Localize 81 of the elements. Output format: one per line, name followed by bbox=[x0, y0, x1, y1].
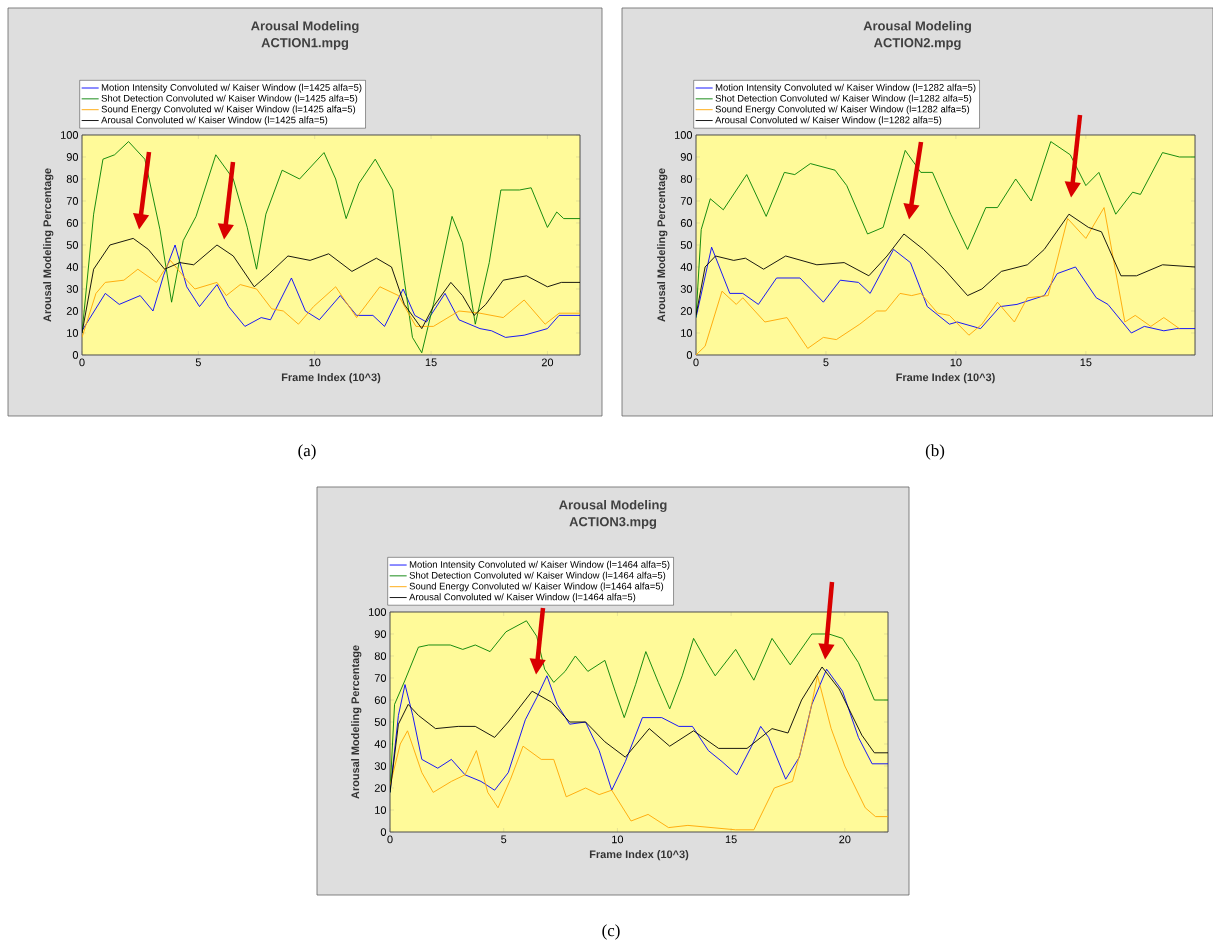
text: (c) bbox=[602, 924, 620, 940]
line-series bbox=[696, 213, 1196, 316]
y-tick-label: 50 bbox=[680, 241, 693, 249]
y-tick-label: 40 bbox=[680, 263, 693, 271]
y-tick-label: 0 bbox=[72, 351, 79, 359]
y-tick-label: 0 bbox=[686, 351, 693, 359]
x-tick-label: 0 bbox=[693, 358, 699, 367]
y-axis-title: Arousal Modeling Percentage bbox=[657, 168, 668, 322]
y-tick-label: 90 bbox=[66, 153, 79, 161]
line-series bbox=[696, 246, 1196, 334]
x-tick-label: 5 bbox=[501, 835, 507, 844]
y-tick-label: 100 bbox=[369, 608, 387, 616]
y-tick-label: 30 bbox=[680, 285, 693, 293]
legend-label: Motion Intensity Convoluted w/ Kaiser Window (l=1282 alfa=5) bbox=[715, 83, 976, 93]
legend-label: Arousal Convoluted w/ Kaiser Window (l=1282 alfa=5) bbox=[715, 116, 942, 126]
y-axis-title: Arousal Modeling Percentage bbox=[351, 645, 362, 799]
y-tick-label: 40 bbox=[374, 740, 387, 748]
y-tick-label: 10 bbox=[67, 329, 79, 337]
x-tick-label: 0 bbox=[79, 358, 85, 367]
y-tick-label: 70 bbox=[374, 674, 387, 682]
x-tick-label: 10 bbox=[950, 358, 962, 367]
x-tick-label: 5 bbox=[195, 358, 201, 367]
y-axis-title: Arousal Modeling Percentage bbox=[43, 168, 54, 322]
y-tick-label: 30 bbox=[66, 285, 79, 293]
text: (a) bbox=[298, 444, 316, 460]
x-axis-title: Frame Index (10^3) bbox=[896, 373, 995, 384]
chart-subtitle: ACTION2.mpg bbox=[873, 38, 961, 50]
y-tick-label: 80 bbox=[66, 175, 79, 183]
y-tick-label: 30 bbox=[374, 762, 387, 770]
y-tick-label: 70 bbox=[680, 197, 693, 205]
chart-subtitle: ACTION1.mpg bbox=[261, 38, 349, 50]
y-tick-label: 90 bbox=[374, 630, 387, 638]
legend-label: Motion Intensity Convoluted w/ Kaiser Window (l=1464 alfa=5) bbox=[409, 560, 670, 570]
x-tick-label: 15 bbox=[425, 358, 437, 367]
x-tick-label: 10 bbox=[309, 358, 321, 367]
y-tick-label: 40 bbox=[66, 263, 79, 271]
x-axis-title: Frame Index (10^3) bbox=[589, 850, 689, 861]
y-tick-label: 100 bbox=[675, 131, 693, 139]
legend-label: Arousal Convoluted w/ Kaiser Window (l=1464 alfa=5) bbox=[409, 593, 636, 603]
y-tick-label: 50 bbox=[374, 718, 387, 726]
legend-label: Motion Intensity Convoluted w/ Kaiser Window (l=1425 alfa=5) bbox=[101, 83, 362, 93]
y-tick-label: 10 bbox=[681, 329, 693, 337]
y-tick-label: 20 bbox=[680, 307, 693, 315]
x-tick-label: 5 bbox=[823, 358, 829, 367]
x-axis-title: Frame Index (10^3) bbox=[281, 373, 381, 384]
y-tick-label: 0 bbox=[380, 828, 387, 836]
chart-subtitle: ACTION3.mpg bbox=[569, 517, 657, 529]
x-tick-label: 15 bbox=[725, 835, 737, 844]
line-series bbox=[82, 259, 581, 338]
chart-title: Arousal Modeling bbox=[863, 20, 971, 34]
text: (b) bbox=[925, 444, 945, 460]
y-tick-label: 60 bbox=[680, 219, 693, 227]
line-series bbox=[390, 675, 889, 831]
y-tick-label: 100 bbox=[61, 131, 79, 139]
legend-label: Arousal Convoluted w/ Kaiser Window (l=1425 alfa=5) bbox=[101, 116, 328, 126]
legend-label: Shot Detection Convoluted w/ Kaiser Window (l=1282 alfa=5) bbox=[715, 94, 972, 104]
x-tick-label: 15 bbox=[1080, 358, 1092, 367]
legend-label: Sound Energy Convoluted w/ Kaiser Window (l=1464 alfa=5) bbox=[409, 582, 664, 592]
line-series bbox=[82, 141, 581, 354]
y-tick-label: 60 bbox=[374, 696, 387, 704]
y-tick-label: 50 bbox=[66, 241, 79, 249]
y-tick-label: 20 bbox=[66, 307, 79, 315]
chart-title: Arousal Modeling bbox=[251, 20, 359, 34]
y-tick-label: 90 bbox=[680, 153, 693, 161]
y-tick-label: 80 bbox=[680, 175, 693, 183]
y-tick-label: 20 bbox=[374, 784, 387, 792]
y-tick-label: 60 bbox=[66, 219, 79, 227]
legend-label: Shot Detection Convoluted w/ Kaiser Window (l=1425 alfa=5) bbox=[101, 94, 358, 104]
line-series bbox=[696, 207, 1180, 355]
y-tick-label: 10 bbox=[375, 806, 387, 814]
legend-label: Shot Detection Convoluted w/ Kaiser Window (l=1464 alfa=5) bbox=[409, 571, 666, 581]
chart-title: Arousal Modeling bbox=[559, 499, 667, 513]
x-tick-label: 0 bbox=[387, 835, 393, 844]
legend-label: Sound Energy Convoluted w/ Kaiser Window (l=1282 alfa=5) bbox=[715, 105, 970, 115]
y-tick-label: 80 bbox=[374, 652, 387, 660]
x-tick-label: 10 bbox=[612, 835, 624, 844]
legend-label: Sound Energy Convoluted w/ Kaiser Window (l=1425 alfa=5) bbox=[101, 105, 356, 115]
x-tick-label: 20 bbox=[541, 358, 554, 367]
y-tick-label: 70 bbox=[66, 197, 79, 205]
line-series bbox=[696, 141, 1196, 319]
x-tick-label: 20 bbox=[839, 835, 851, 844]
